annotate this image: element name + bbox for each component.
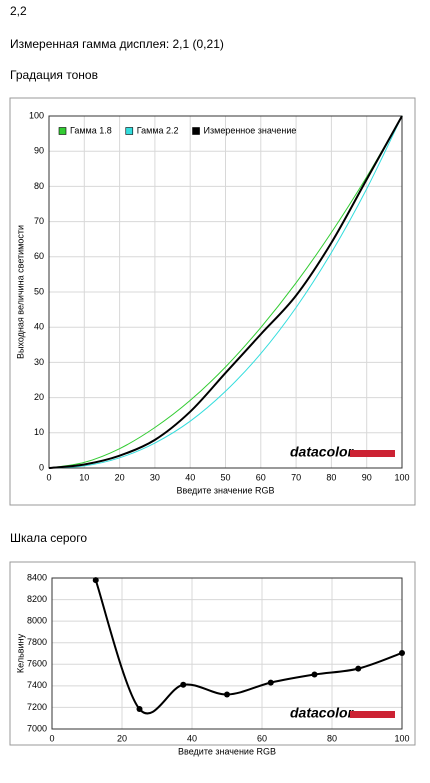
x-tick-label: 80 (326, 472, 336, 482)
logo-bar (350, 711, 395, 718)
x-tick-label: 20 (115, 472, 125, 482)
y-tick-label: 0 (39, 462, 44, 472)
x-tick-label: 90 (362, 472, 372, 482)
x-tick-label: 0 (49, 733, 54, 743)
legend-swatch (125, 127, 134, 135)
x-tick-label: 30 (150, 472, 160, 482)
x-tick-label: 0 (46, 472, 51, 482)
x-tick-label: 80 (327, 733, 337, 743)
x-tick-label: 60 (257, 733, 267, 743)
x-tick-label: 40 (187, 733, 197, 743)
legend-label: Гамма 1.8 (70, 125, 112, 135)
series-line (48, 115, 403, 469)
gamma-text: Измеренная гамма дисплея: 2,1 (0,21) (10, 37, 224, 51)
legend-label: Гамма 2.2 (137, 125, 179, 135)
data-point (224, 691, 230, 698)
y-tick-label: 50 (34, 286, 44, 296)
legend-swatch (58, 127, 67, 135)
y-axis-title: Выходная величина светимости (15, 225, 25, 359)
y-tick-label: 40 (34, 322, 44, 332)
data-point (311, 671, 318, 678)
data-point (399, 649, 405, 656)
y-tick-label: 100 (29, 110, 44, 120)
x-axis-title: Введите значение RGB (178, 746, 276, 756)
y-tick-label: 7400 (27, 680, 47, 690)
y-tick-label: 7600 (27, 659, 47, 669)
x-tick-label: 60 (256, 472, 266, 482)
y-tick-label: 60 (34, 251, 44, 261)
y-tick-label: 90 (34, 146, 44, 156)
series-line (48, 115, 403, 469)
data-point (136, 706, 143, 713)
logo-bar (350, 450, 395, 457)
x-tick-label: 70 (291, 472, 301, 482)
section-title: Шкала серого (10, 531, 87, 545)
y-tick-label: 30 (34, 357, 44, 367)
x-tick-label: 100 (394, 472, 409, 482)
data-point (267, 679, 274, 686)
plot-border (48, 115, 403, 469)
legend-label: Измеренное значение (204, 125, 297, 135)
data-point (92, 577, 99, 584)
x-tick-label: 10 (79, 472, 89, 482)
data-point (180, 681, 187, 688)
x-axis-title: Введите значение RGB (177, 485, 275, 495)
y-tick-label: 7200 (27, 702, 47, 712)
legend-swatch (192, 127, 200, 135)
y-tick-label: 80 (34, 181, 44, 191)
section-title: Градация тонов (10, 68, 98, 82)
x-tick-label: 50 (220, 472, 230, 482)
series-line (48, 115, 403, 469)
plot-area (52, 578, 402, 729)
logo-text: datacolor (290, 705, 355, 721)
y-tick-label: 7000 (27, 723, 47, 733)
x-tick-label: 40 (185, 472, 195, 482)
y-tick-label: 7800 (27, 637, 47, 647)
x-tick-label: 20 (117, 733, 127, 743)
y-axis-title: Кельвину (15, 633, 25, 673)
y-tick-label: 20 (34, 392, 44, 402)
y-tick-label: 70 (34, 216, 44, 226)
page-title: 2,2 (10, 4, 27, 18)
y-tick-label: 10 (34, 427, 44, 437)
y-tick-label: 8400 (27, 572, 47, 582)
series-line (94, 579, 403, 715)
data-point (355, 665, 362, 672)
logo-text: datacolor (290, 444, 355, 460)
y-tick-label: 8200 (27, 594, 47, 604)
y-tick-label: 8000 (27, 616, 47, 626)
x-tick-label: 100 (394, 733, 409, 743)
